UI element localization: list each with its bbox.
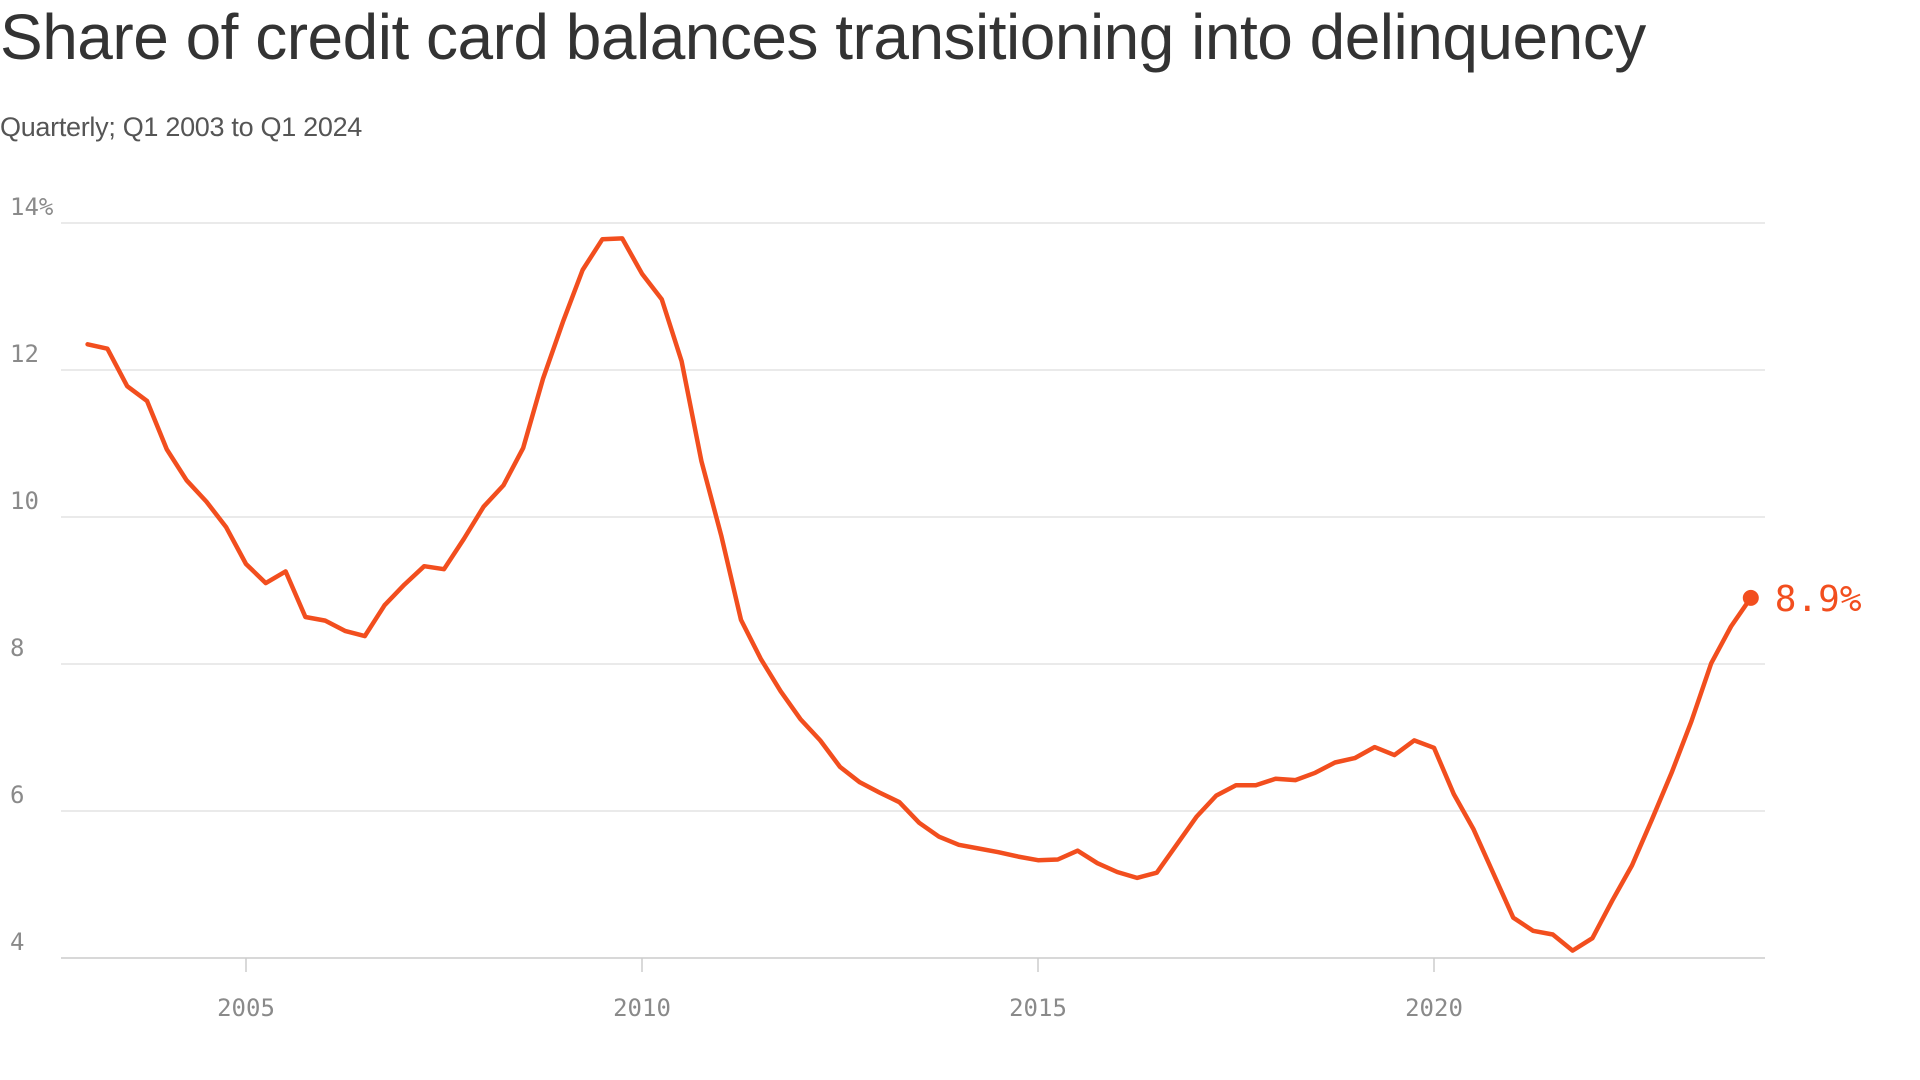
x-tick-label: 2005 bbox=[217, 994, 275, 1022]
x-tick-label: 2020 bbox=[1405, 994, 1463, 1022]
chart-title: Share of credit card balances transition… bbox=[0, 1, 1646, 73]
y-tick-label: 12 bbox=[10, 340, 39, 368]
x-tick-label: 2015 bbox=[1009, 994, 1067, 1022]
y-tick-label: 4 bbox=[10, 928, 24, 956]
chart-subtitle: Quarterly; Q1 2003 to Q1 2024 bbox=[0, 112, 363, 142]
end-value-label: 8.9% bbox=[1775, 579, 1862, 620]
series-line bbox=[85, 236, 1754, 953]
y-tick-label: 8 bbox=[10, 634, 24, 662]
y-tick-label: 6 bbox=[10, 781, 24, 809]
y-tick-label: 10 bbox=[10, 487, 39, 515]
end-point-marker bbox=[1742, 589, 1759, 606]
y-tick-label: 14% bbox=[10, 193, 54, 221]
x-tick-label: 2010 bbox=[613, 994, 671, 1022]
